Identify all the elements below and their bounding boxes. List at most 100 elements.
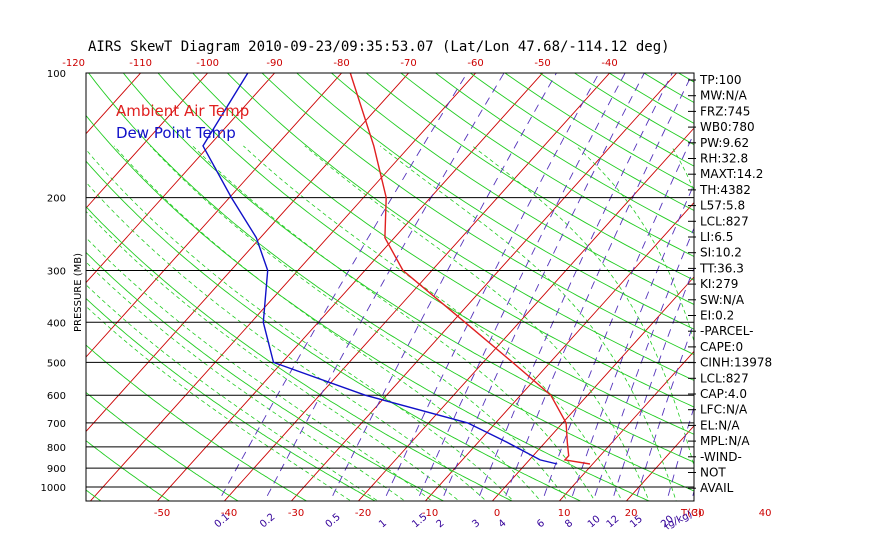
moist-adiabat-line xyxy=(86,284,379,501)
side-panel-item: SW:N/A xyxy=(700,293,745,307)
side-panel-item: CINH:13978 xyxy=(700,356,772,370)
top-tick-label: -80 xyxy=(333,58,349,69)
isotherm-line xyxy=(424,201,694,501)
isotherm-line xyxy=(86,73,343,358)
mixing-ratio-label: 8 xyxy=(563,518,575,531)
mixing-ratio-label: 0.5 xyxy=(324,512,343,531)
bottom-tick-label: -20 xyxy=(355,508,371,519)
side-panel-item: WB0:780 xyxy=(700,120,755,134)
y-tick-label: 100 xyxy=(47,69,66,80)
y-tick-label: 500 xyxy=(47,358,66,369)
plot-frame xyxy=(85,72,695,502)
dry-adiabat-line xyxy=(86,440,171,501)
dry-adiabat-line xyxy=(86,251,445,501)
dry-adiabat-line xyxy=(86,160,582,501)
mixing-ratio-line xyxy=(613,266,694,496)
moist-adiabat-line xyxy=(86,148,514,501)
mixing-ratio-label: 10 xyxy=(586,514,603,531)
isotherm-line xyxy=(758,64,870,504)
side-panel-item: MAXT:14.2 xyxy=(700,167,763,181)
isotherm-line xyxy=(290,73,678,501)
side-panel-item: MW:N/A xyxy=(700,89,748,103)
bottom-tick-label: 10 xyxy=(558,508,571,519)
dry-adiabat-line xyxy=(86,344,308,501)
moist-adiabat-line xyxy=(149,145,569,501)
mixing-ratio-line xyxy=(443,73,645,496)
y-tick-label: 400 xyxy=(47,318,66,329)
side-panel-item: MPL:N/A xyxy=(700,434,750,448)
side-panel-item: KI:279 xyxy=(700,277,738,291)
y-axis-label: PRESSURE (MB) xyxy=(73,253,84,332)
bottom-tick-label: -40 xyxy=(221,508,237,519)
top-tick-label: -70 xyxy=(400,58,416,69)
dry-adiabat-line xyxy=(469,73,694,211)
bottom-tick-label: -30 xyxy=(288,508,304,519)
mixing-ratio-label: 6 xyxy=(535,518,547,531)
profile-line xyxy=(202,73,558,465)
moist-adiabat-line xyxy=(86,261,406,501)
moist-adiabat-line xyxy=(113,145,542,501)
side-panel-item: -WIND- xyxy=(700,450,742,464)
y-tick-label: 600 xyxy=(47,391,66,402)
dry-adiabat-line xyxy=(330,73,694,305)
isotherm-line xyxy=(491,276,694,501)
side-panel-item: TP:100 xyxy=(699,73,742,87)
moist-adiabat-line xyxy=(86,181,487,501)
isotherm-line xyxy=(825,64,870,504)
bottom-tick-label: 0 xyxy=(494,508,500,519)
top-tick-label: -60 xyxy=(467,58,483,69)
dry-adiabat-line xyxy=(86,297,376,501)
chart-title: AIRS SkewT Diagram 2010-09-23/09:35:53.0… xyxy=(88,39,670,55)
moist-adiabat-line xyxy=(86,305,352,501)
top-tick-label: -120 xyxy=(62,58,85,69)
isotherm-line xyxy=(0,64,82,504)
bottom-axis-unit: T(C) xyxy=(680,508,702,519)
mixing-ratio-label: 4 xyxy=(497,518,509,531)
top-tick-label: -110 xyxy=(129,58,152,69)
side-panel-item: CAPE:0 xyxy=(700,340,743,354)
dry-adiabat-line xyxy=(226,73,694,381)
profile-lines xyxy=(202,73,591,465)
y-tick-label: 900 xyxy=(47,464,66,475)
moist-adiabat-line xyxy=(86,237,433,501)
side-panel-item: LI:6.5 xyxy=(700,230,733,244)
dry-adiabat-line xyxy=(261,73,694,355)
mixing-ratio-label: 1 xyxy=(377,518,389,531)
mixing-ratio-line xyxy=(543,132,694,496)
moist-adiabat-line xyxy=(243,145,623,501)
isotherm-line xyxy=(558,350,694,501)
top-tick-label: -90 xyxy=(266,58,282,69)
mixing-ratio-label: 3 xyxy=(470,518,482,531)
y-tick-label: 200 xyxy=(47,194,66,205)
dry-adiabat-line xyxy=(400,73,694,258)
side-panel-item: LCL:827 xyxy=(700,214,749,228)
side-panel-item: RH:32.8 xyxy=(700,152,748,166)
mixing-ratio-unit: (g/kg) xyxy=(663,509,695,532)
isotherm-line xyxy=(86,73,209,209)
bottom-tick-label: 40 xyxy=(759,508,772,519)
mixing-ratio-line xyxy=(479,73,673,496)
mixing-ratio-label: 0.2 xyxy=(258,512,277,531)
side-panel-item: -PARCEL- xyxy=(700,324,754,338)
legend: Ambient Air Temp Dew Point Temp xyxy=(116,102,249,142)
dry-adiabat-line xyxy=(86,206,514,501)
isotherm-line xyxy=(156,73,544,501)
dry-adiabat-line xyxy=(157,73,694,435)
dry-adiabat-line xyxy=(88,73,694,492)
legend-entry: Dew Point Temp xyxy=(116,124,236,142)
mixing-ratio-line xyxy=(571,183,694,496)
diagram-grid xyxy=(0,64,870,504)
dry-adiabat-line xyxy=(86,114,651,501)
top-tick-label: -100 xyxy=(196,58,219,69)
side-panel-item: TT:36.3 xyxy=(699,261,744,275)
mixing-ratio-line xyxy=(385,73,600,496)
legend-entry: Ambient Air Temp xyxy=(116,102,249,120)
side-panel-item: NOT xyxy=(700,466,726,480)
mixing-ratio-line xyxy=(418,73,626,496)
side-panel-item: TH:4382 xyxy=(699,183,751,197)
dry-adiabat-line xyxy=(434,73,694,234)
bottom-tick-label: -50 xyxy=(154,508,170,519)
mixing-ratio-line xyxy=(636,321,694,496)
mixing-ratio-line xyxy=(332,73,557,496)
